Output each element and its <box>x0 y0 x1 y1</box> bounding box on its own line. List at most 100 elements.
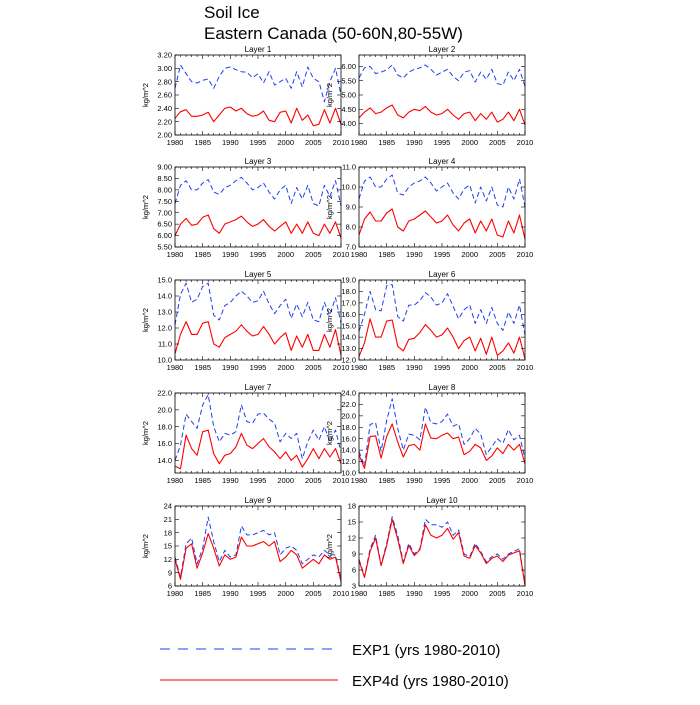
series-line-exp4d <box>358 518 526 586</box>
x-tick-label: 2000 <box>277 250 294 259</box>
x-tick-label: 2005 <box>305 363 322 372</box>
y-tick-label: 12.0 <box>341 457 356 466</box>
y-axis-label: kg/m^2 <box>325 308 334 332</box>
y-tick-label: 3.20 <box>157 51 172 60</box>
y-axis-label: kg/m^2 <box>325 421 334 445</box>
x-tick-label: 2005 <box>305 250 322 259</box>
legend: EXP1 (yrs 1980-2010) EXP4d (yrs 1980-201… <box>160 642 509 690</box>
plot-frame <box>174 54 342 136</box>
y-tick-label: 9.0 <box>346 203 356 212</box>
x-tick-label: 2000 <box>277 363 294 372</box>
plot-frame <box>358 54 526 136</box>
x-tick-label: 1995 <box>250 589 267 598</box>
x-tick-label: 2005 <box>305 589 322 598</box>
y-tick-label: 5.50 <box>341 76 356 85</box>
series-line-exp1 <box>358 398 526 467</box>
series-line-exp1 <box>358 174 526 208</box>
x-tick-label: 2010 <box>517 476 534 485</box>
y-axis-label: kg/m^2 <box>141 421 150 445</box>
series-line-exp1 <box>358 284 526 335</box>
y-tick-label: 8.50 <box>157 174 172 183</box>
y-tick-label: 22.0 <box>157 389 172 398</box>
x-tick-label: 2005 <box>305 476 322 485</box>
x-tick-label: 1995 <box>250 363 267 372</box>
panel-title: Layer 1 <box>245 45 272 54</box>
x-tick-label: 2005 <box>489 138 506 147</box>
x-tick-label: 1985 <box>194 138 211 147</box>
y-tick-label: 2.80 <box>157 77 172 86</box>
chart-panel-1: Layer 1 1980 1985 1990 1995 2000 2005 2010 2.00 2… <box>141 45 349 147</box>
y-tick-label: 18 <box>348 502 356 511</box>
series-line-exp1 <box>174 176 342 207</box>
y-tick-label: 7.0 <box>346 243 356 252</box>
y-tick-label: 6 <box>352 566 356 575</box>
x-tick-label: 1980 <box>351 250 368 259</box>
x-tick-label: 2010 <box>333 476 350 485</box>
x-tick-label: 1980 <box>351 589 368 598</box>
panel-title: Layer 9 <box>245 496 272 505</box>
x-tick-label: 1985 <box>378 363 395 372</box>
y-axis-label: kg/m^2 <box>325 195 334 219</box>
series-line-exp4d <box>174 429 342 470</box>
x-tick-label: 2010 <box>517 250 534 259</box>
x-tick-label: 1990 <box>406 138 423 147</box>
y-axis-label: kg/m^2 <box>325 534 334 558</box>
x-tick-label: 1980 <box>351 138 368 147</box>
x-tick-label: 1995 <box>434 250 451 259</box>
x-tick-label: 1995 <box>434 138 451 147</box>
x-tick-label: 2010 <box>333 250 350 259</box>
series-line-exp4d <box>358 423 526 469</box>
chart-panel-9: Layer 9 1980 1985 1990 1995 2000 2005 2010 6 9 12 1… <box>141 496 349 598</box>
y-tick-label: 14.0 <box>341 333 356 342</box>
panel-title: Layer 10 <box>426 496 458 505</box>
x-tick-label: 2010 <box>517 589 534 598</box>
x-tick-label: 2010 <box>333 589 350 598</box>
y-tick-label: 8.00 <box>157 185 172 194</box>
x-tick-label: 1985 <box>194 476 211 485</box>
y-tick-label: 11.0 <box>158 340 172 349</box>
x-tick-label: 1990 <box>406 589 423 598</box>
plot-frame <box>358 279 526 361</box>
panel-title: Layer 2 <box>429 45 456 54</box>
y-tick-label: 2.40 <box>157 104 172 113</box>
y-tick-label: 12.0 <box>341 356 356 365</box>
x-tick-label: 1995 <box>250 476 267 485</box>
plot-frame <box>358 166 526 248</box>
x-tick-label: 1985 <box>378 138 395 147</box>
legend-label-exp4d: EXP4d (yrs 1980-2010) <box>352 673 509 690</box>
y-tick-label: 14.0 <box>157 456 172 465</box>
x-tick-label: 1990 <box>222 250 239 259</box>
x-tick-label: 2010 <box>517 363 534 372</box>
chart-panel-3: Layer 3 1980 1985 1990 1995 2000 2005 2010 5.50 6… <box>141 157 349 259</box>
chart-panel-7: Layer 7 1980 1985 1990 1995 2000 2005 2010 14.0 1… <box>141 383 349 485</box>
panel-title: Layer 3 <box>245 157 272 166</box>
x-tick-label: 1980 <box>167 138 184 147</box>
y-tick-label: 19.0 <box>341 276 356 285</box>
series-line-exp1 <box>174 282 342 325</box>
y-tick-label: 4.00 <box>341 119 356 128</box>
y-tick-label: 16.0 <box>341 434 356 443</box>
y-tick-label: 18.0 <box>341 423 356 432</box>
y-tick-label: 24 <box>164 502 172 511</box>
y-tick-label: 2.20 <box>157 117 172 126</box>
y-tick-label: 5.00 <box>341 91 356 100</box>
y-tick-label: 13.0 <box>341 344 356 353</box>
plot-frame <box>174 505 342 587</box>
x-tick-label: 1985 <box>194 363 211 372</box>
series-line-exp1 <box>174 394 342 461</box>
series-line-exp4d <box>174 533 342 582</box>
y-tick-label: 24.0 <box>341 389 356 398</box>
y-axis-label: kg/m^2 <box>141 308 150 332</box>
y-tick-label: 4.50 <box>341 105 356 114</box>
x-tick-label: 1990 <box>222 589 239 598</box>
y-axis-label: kg/m^2 <box>325 83 334 107</box>
x-tick-label: 2000 <box>277 476 294 485</box>
y-tick-label: 9 <box>168 568 172 577</box>
y-tick-label: 16.0 <box>157 439 172 448</box>
x-tick-label: 2010 <box>517 138 534 147</box>
panel-grid: Layer 1 1980 1985 1990 1995 2000 2005 2010 2.00 2… <box>141 45 533 598</box>
panel-title: Layer 4 <box>429 157 456 166</box>
y-tick-label: 13.0 <box>157 308 172 317</box>
y-tick-label: 3 <box>352 582 356 591</box>
